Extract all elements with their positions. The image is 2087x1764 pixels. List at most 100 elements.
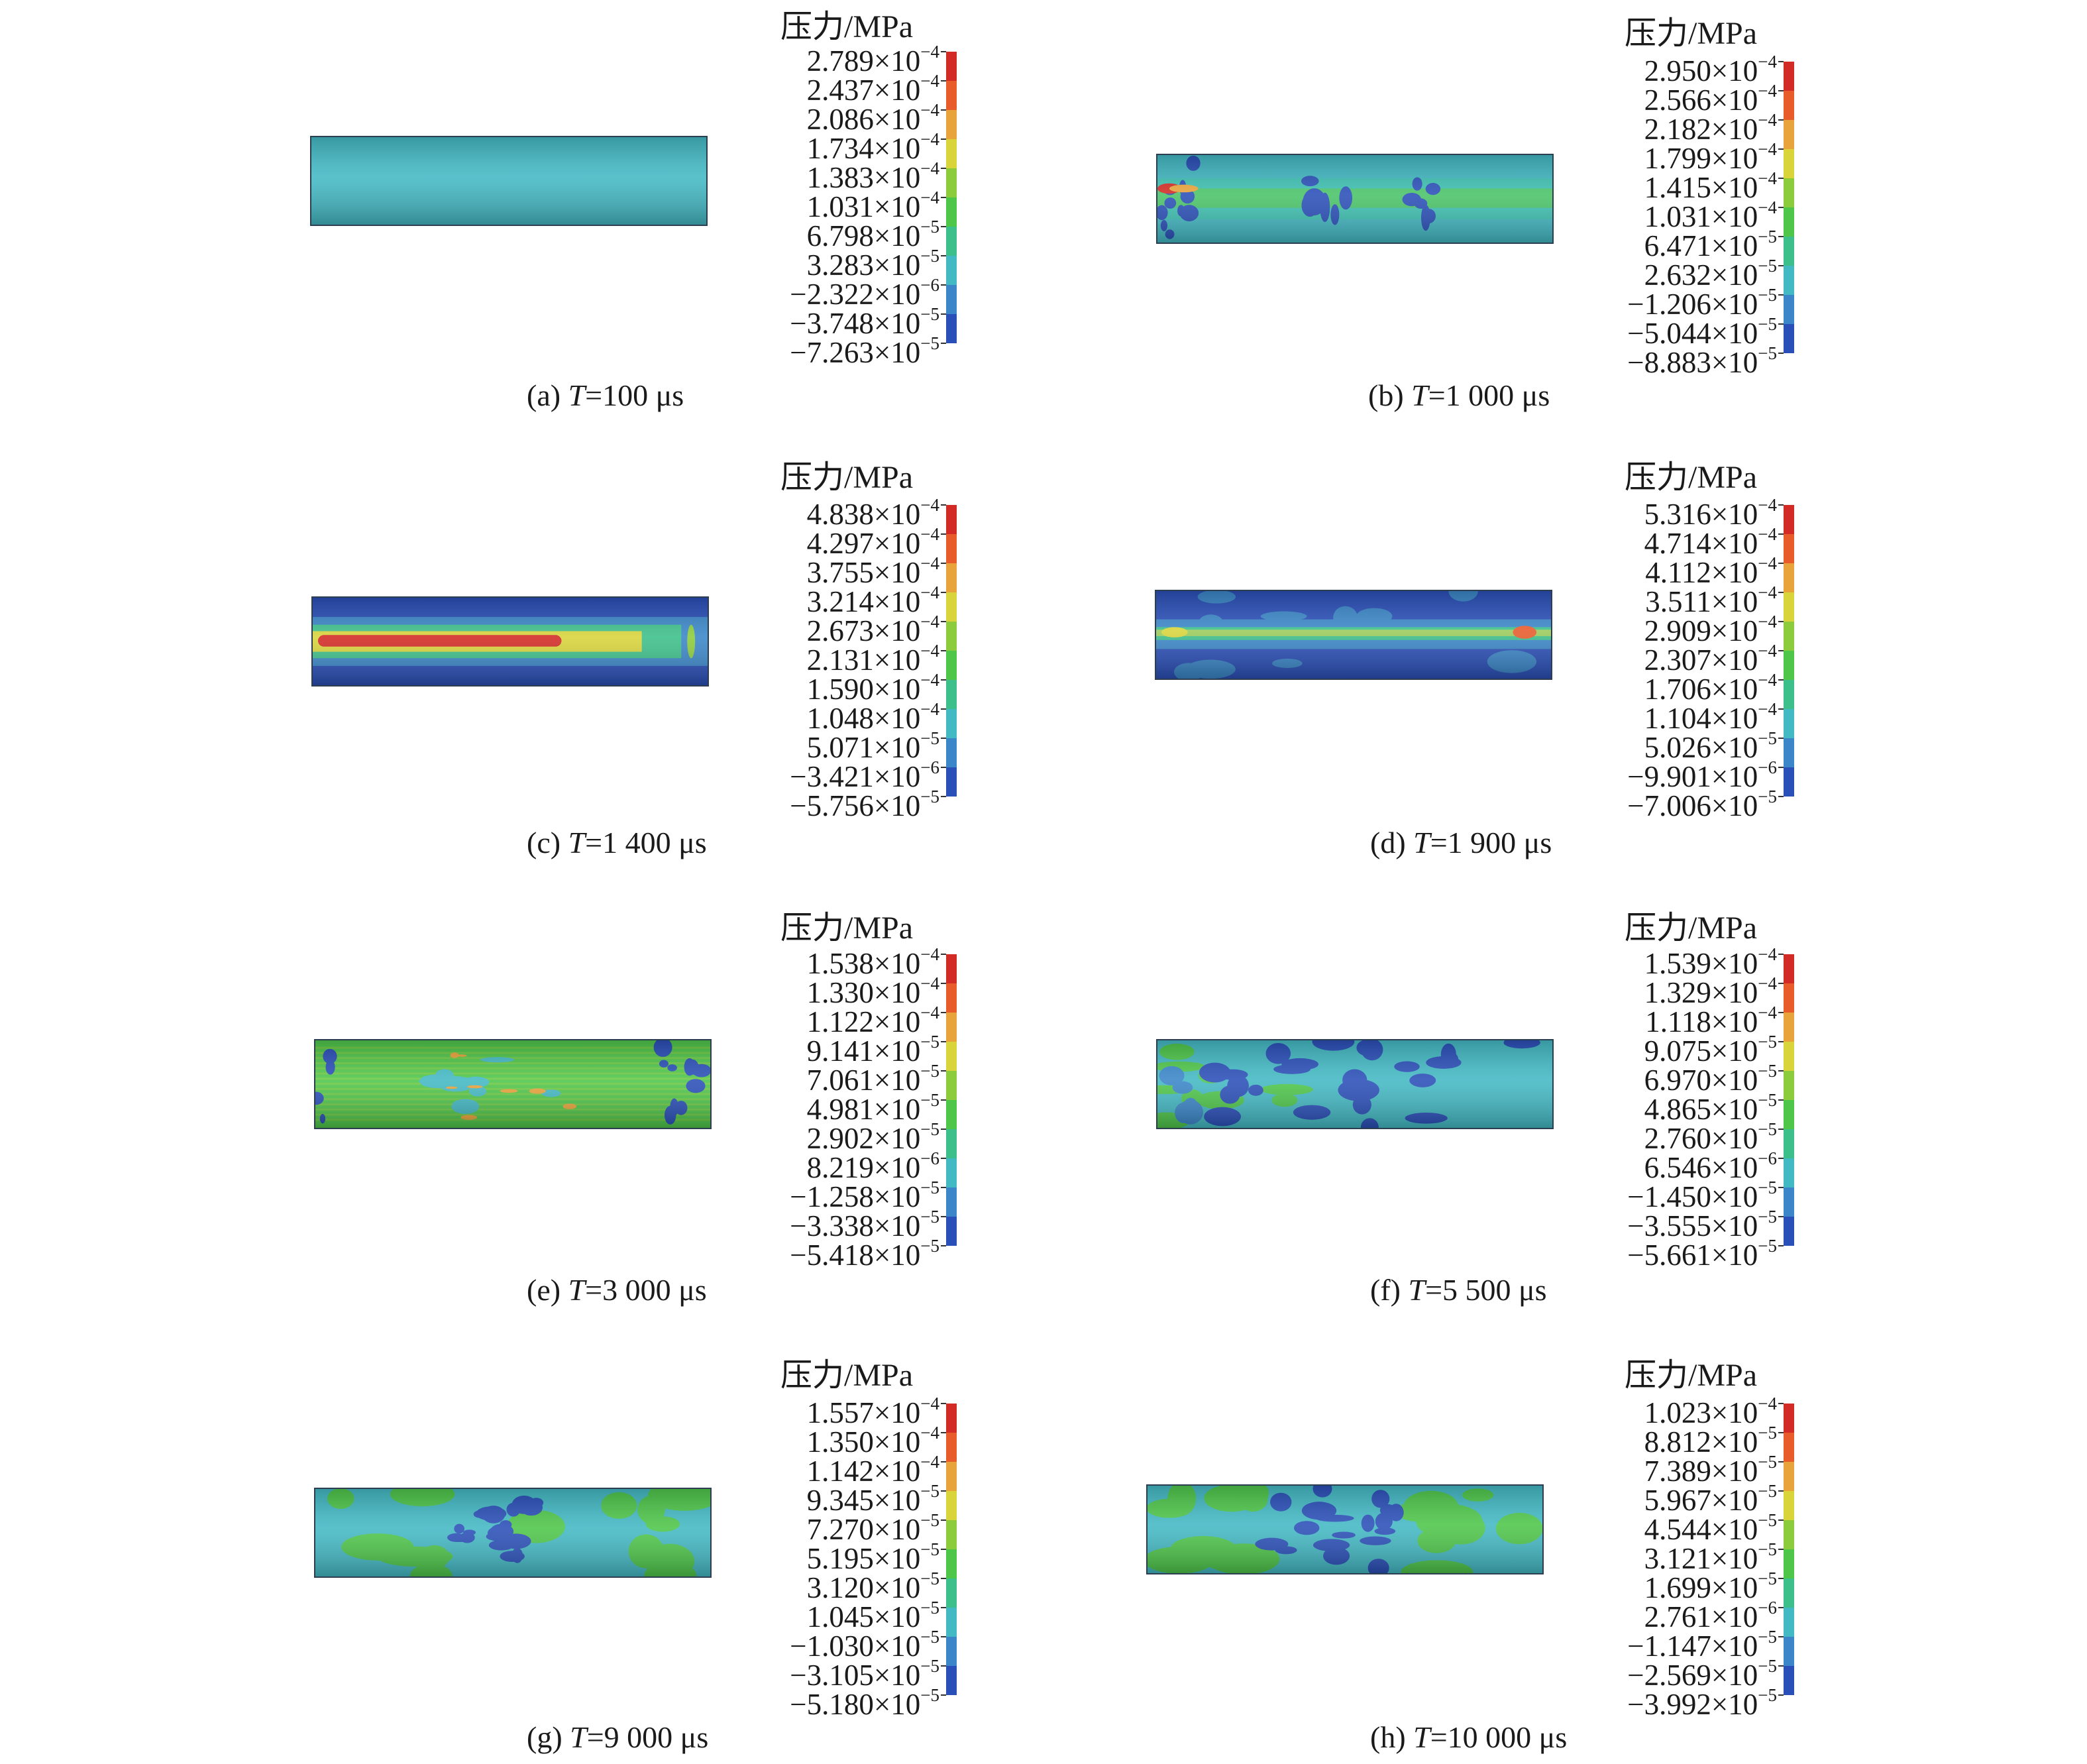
legend-mantissa: 3.120×10 [806,1571,921,1604]
legend-exponent: −4 [1758,553,1777,573]
legend-tick [1778,650,1784,651]
legend-color-segment [946,1158,957,1187]
pipe-svg [1157,1040,1552,1128]
legend-tick [1778,1070,1784,1072]
legend-mantissa: 1.122×10 [806,1005,921,1038]
legend-value-label: 2.086×10−4 [807,95,939,135]
legend-mantissa: 4.838×10 [806,498,921,531]
legend-color-segment [946,709,957,738]
legend-color-segment [946,1404,957,1433]
legend-tick [1778,1216,1784,1217]
legend-color-segment [1784,120,1794,149]
legend-tick [941,1694,946,1696]
legend-mantissa: 9.345×10 [806,1484,921,1517]
pipe-contour-plot [314,1039,712,1129]
legend-exponent: −5 [1758,1178,1777,1197]
legend-tick [1778,1607,1784,1608]
legend-exponent: −5 [920,1598,939,1618]
legend-tick [1778,61,1784,62]
legend-exponent: −4 [920,973,939,993]
legend-title: 压力/MPa [1625,460,1758,495]
legend-mantissa: −1.030×10 [790,1629,921,1663]
legend-mantissa: −3.992×10 [1627,1688,1758,1721]
pipe-svg [313,598,708,685]
legend-color-segment [1784,1433,1794,1462]
pipe-contour-plot [1156,1039,1554,1129]
legend-tick [1778,983,1784,984]
legend-mantissa: −2.569×10 [1627,1659,1758,1692]
legend-color-segment [1784,767,1794,797]
pipe-contour-plot [314,1488,712,1578]
legend-mantissa: 2.566×10 [1644,83,1758,117]
legend-value-label: 6.471×10−5 [1644,222,1777,261]
legend-mantissa: 1.557×10 [806,1396,921,1429]
legend-mantissa: 3.755×10 [806,556,921,589]
legend-value-label: 6.798×10−5 [807,212,939,251]
legend-value-label: 1.330×10−4 [807,969,939,1008]
legend-mantissa: 2.673×10 [806,614,921,647]
legend-value-label: 2.632×10−5 [1644,251,1777,290]
legend-exponent: −5 [1758,256,1777,276]
legend-exponent: −5 [1758,1423,1777,1443]
legend-color-segment [1784,1608,1794,1637]
caption-time: =10 000 μs [1430,1720,1568,1754]
legend-tick [1778,1519,1784,1521]
legend-color-segment [1784,1217,1794,1246]
legend-exponent: −4 [1758,641,1777,661]
legend-exponent: −4 [1758,139,1777,159]
legend-tick [941,1070,946,1072]
legend-tick [941,1665,946,1667]
legend-value-label: 4.981×10−5 [807,1085,939,1125]
legend-value-label: −3.338×10−5 [790,1202,939,1241]
legend-value-label: 1.383×10−4 [807,154,939,193]
caption-variable: T [570,1720,587,1754]
legend-color-segment [946,738,957,767]
legend-exponent: −5 [920,333,939,353]
legend-mantissa: 3.511×10 [1645,585,1758,618]
legend-exponent: −4 [920,1003,939,1022]
legend-color-segment [1784,1404,1794,1433]
legend-value-label: 2.760×10−5 [1644,1115,1777,1154]
legend-mantissa: 1.031×10 [1644,200,1758,233]
legend-value-label: −3.992×10−5 [1627,1681,1777,1720]
legend-tick [941,1012,946,1013]
legend-value-label: 4.714×10−4 [1644,520,1777,559]
legend-color-segment [1784,622,1794,651]
legend-tick [941,226,946,227]
legend-tick [1778,148,1784,150]
legend-tick [1778,1461,1784,1462]
legend-value-label: 5.195×10−5 [807,1535,939,1574]
legend-color-segment [1784,1158,1794,1187]
legend-color-segment [946,534,957,563]
legend-exponent: −4 [920,582,939,602]
legend-color-segment [946,1578,957,1608]
legend-exponent: −5 [1758,1207,1777,1227]
legend-exponent: −4 [920,524,939,544]
legend-tick [941,313,946,315]
legend-exponent: −4 [1758,495,1777,515]
caption-prefix: (f) [1370,1273,1409,1307]
legend-color-segment [946,1637,957,1666]
legend-tick [941,109,946,111]
legend-mantissa: 9.141×10 [806,1034,921,1068]
legend-exponent: −5 [920,787,939,806]
legend-value-label: −1.258×10−5 [790,1173,939,1212]
legend-color-segment [1784,1129,1794,1158]
pipe-contour-plot [1156,154,1554,244]
legend-color-segment [946,110,957,139]
pipe-shading [313,598,708,685]
legend-mantissa: −3.338×10 [790,1209,921,1242]
legend-exponent: −5 [920,1061,939,1081]
legend-mantissa: 1.699×10 [1644,1571,1758,1604]
legend-exponent: −4 [920,944,939,964]
legend-tick [1778,708,1784,710]
legend-exponent: −6 [920,275,939,295]
legend-mantissa: 2.761×10 [1644,1600,1758,1633]
panel-caption: (g) T=9 000 μs [527,1720,708,1755]
legend-color-segment [946,1462,957,1491]
caption-prefix: (g) [527,1720,570,1754]
legend-mantissa: 1.023×10 [1644,1396,1758,1429]
pipe-contour-plot [1146,1484,1544,1574]
legend-mantissa: 3.121×10 [1644,1542,1758,1575]
legend-mantissa: 5.316×10 [1644,498,1758,531]
